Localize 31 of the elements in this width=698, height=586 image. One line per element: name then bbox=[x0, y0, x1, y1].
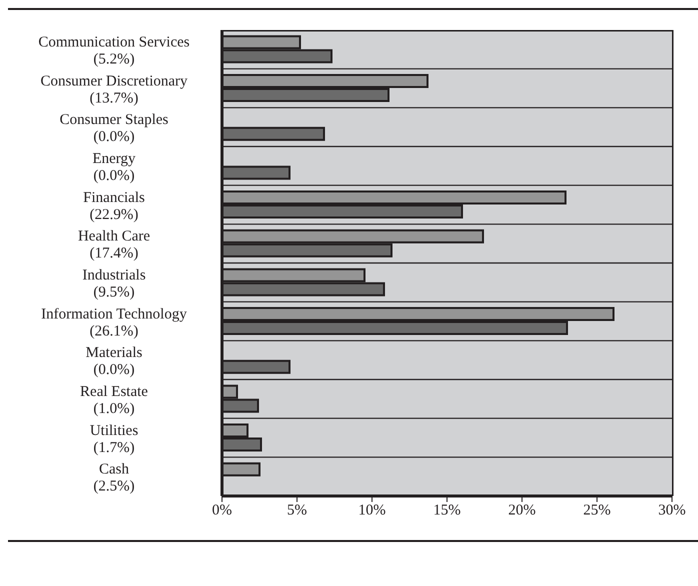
y-tick-label: Energy bbox=[92, 150, 136, 167]
y-tick-label: Consumer Staples bbox=[60, 112, 169, 128]
y-tick-label: Health Care bbox=[78, 228, 150, 245]
x-tick-label: 20% bbox=[508, 502, 536, 519]
y-tick-label: Materials bbox=[86, 345, 142, 362]
data-label: (1.0%) bbox=[93, 400, 135, 417]
y-tick-label: Real Estate bbox=[80, 384, 148, 400]
data-label: (0.0%) bbox=[93, 362, 135, 378]
data-label: (26.1%) bbox=[90, 323, 138, 340]
data-label: (22.9%) bbox=[90, 206, 138, 223]
y-tick-label: Consumer Discretionary bbox=[40, 73, 188, 90]
x-tick-label: 30% bbox=[658, 502, 686, 519]
data-label: (0.0%) bbox=[93, 129, 135, 146]
data-label: (0.0%) bbox=[93, 168, 135, 184]
y-tick-label: Information Technology bbox=[41, 306, 188, 322]
y-tick-label: Financials bbox=[83, 190, 145, 206]
data-label: (5.2%) bbox=[93, 51, 135, 68]
y-tick-label: Cash bbox=[99, 462, 130, 478]
y-tick-label: Industrials bbox=[82, 267, 146, 284]
data-label: (1.7%) bbox=[93, 440, 135, 456]
data-label: (13.7%) bbox=[90, 90, 138, 106]
data-label: (9.5%) bbox=[93, 284, 135, 300]
x-tick-label: 15% bbox=[433, 502, 461, 519]
x-tick-label: 0% bbox=[212, 502, 232, 519]
x-tick-label: 10% bbox=[358, 502, 386, 519]
x-tick-label: 5% bbox=[287, 502, 307, 519]
data-label: (17.4%) bbox=[90, 246, 138, 262]
y-tick-label: Utilities bbox=[90, 422, 138, 439]
y-tick-label: Communication Services bbox=[38, 34, 190, 50]
data-label: (2.5%) bbox=[93, 478, 135, 495]
x-tick-label: 25% bbox=[583, 502, 611, 519]
